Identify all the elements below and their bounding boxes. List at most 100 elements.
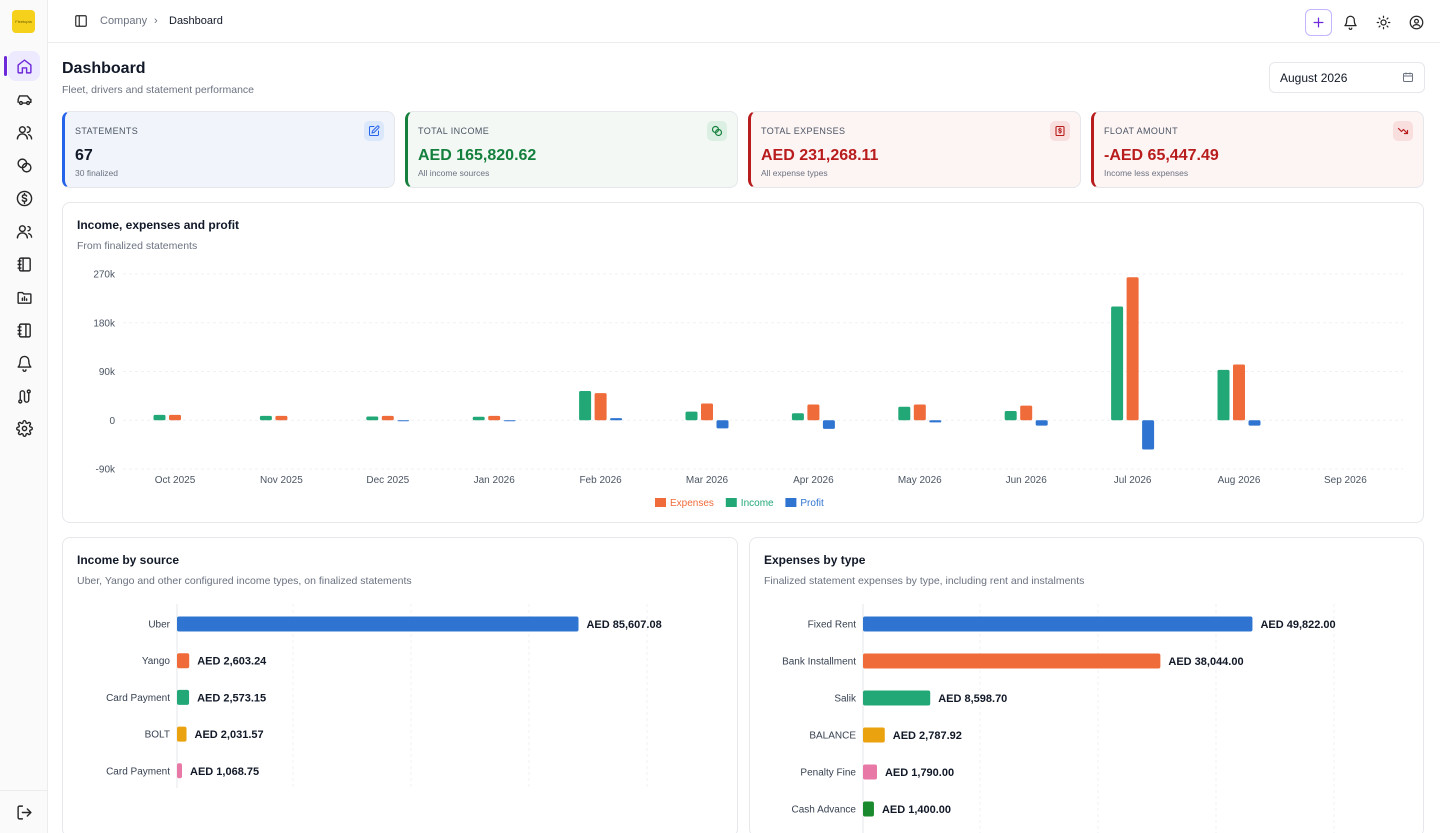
stat-label: FLOAT AMOUNT — [1104, 126, 1178, 136]
bar-income — [685, 411, 698, 421]
category-label: Card Payment — [106, 693, 170, 704]
bar-income — [153, 414, 166, 421]
x-tick-label: Nov 2025 — [260, 475, 303, 486]
receipt-dollar-icon — [1055, 125, 1065, 137]
breadcrumb-company[interactable]: Company — [100, 15, 148, 27]
bar-profit — [1035, 420, 1048, 426]
expenses-by-type-chart: Fixed Rent AED 49,822.00 Bank Installment A… — [782, 604, 1336, 833]
bar — [863, 653, 1161, 669]
sidebar-item-income[interactable] — [8, 150, 40, 180]
logo-text: Fleetopia — [15, 19, 32, 24]
y-tick-label: -90k — [96, 465, 116, 476]
bar — [863, 690, 931, 706]
sidebar-item-ledger[interactable] — [8, 315, 40, 345]
income-by-source-chart: Uber AED 85,607.08 Yango AED 2,603.24 Card P… — [106, 604, 662, 788]
stat-icon-badge — [1393, 121, 1413, 141]
y-tick-label: 90k — [99, 367, 116, 378]
page-title: Dashboard — [62, 60, 146, 77]
y-tick-label: 180k — [93, 318, 116, 329]
value-label: AED 1,400.00 — [882, 804, 951, 816]
x-tick-label: Sep 2026 — [1324, 475, 1367, 486]
category-label: Yango — [142, 656, 171, 667]
bar-income — [472, 416, 485, 421]
sidebar-item-notifications[interactable] — [8, 348, 40, 378]
stat-card-float-amount: FLOAT AMOUNT -AED 65,447.49 Income less … — [1091, 111, 1424, 188]
panel-title: Income, expenses and profit — [77, 218, 240, 232]
value-label: AED 49,822.00 — [1260, 619, 1335, 631]
x-tick-label: May 2026 — [898, 475, 942, 486]
category-label: Penalty Fine — [800, 768, 856, 779]
bell-icon — [16, 355, 32, 372]
panel-subtitle: From finalized statements — [77, 240, 198, 252]
value-label: AED 2,787.92 — [893, 730, 962, 742]
legend-label: Expenses — [670, 498, 714, 509]
bar-expenses — [1233, 364, 1245, 421]
page-subtitle: Fleet, drivers and statement performance — [62, 84, 255, 96]
bar-income — [1111, 306, 1124, 421]
bar-income — [1004, 411, 1017, 421]
car-icon — [16, 94, 32, 105]
bar — [863, 616, 1253, 632]
stat-card-total-income: TOTAL INCOME AED 165,820.62 All income s… — [405, 111, 738, 188]
bar-expenses — [1126, 277, 1139, 421]
bar-income — [366, 416, 379, 421]
value-label: AED 2,031.57 — [195, 729, 264, 741]
stat-value: AED 165,820.62 — [418, 147, 537, 164]
x-tick-label: Feb 2026 — [579, 475, 622, 486]
calendar-icon — [1403, 72, 1413, 82]
settings-icon — [15, 419, 33, 437]
sidebar-item-vehicles[interactable] — [8, 84, 40, 114]
value-label: AED 38,044.00 — [1168, 656, 1243, 668]
sidebar-item-settings[interactable] — [8, 413, 40, 443]
bar — [177, 763, 183, 779]
legend-swatch — [785, 498, 797, 507]
bar-profit — [716, 420, 729, 429]
app-logo[interactable]: Fleetopia — [12, 10, 35, 33]
bar-income — [791, 413, 804, 421]
category-label: Card Payment — [106, 766, 170, 777]
value-label: AED 1,790.00 — [885, 767, 954, 779]
logout-button[interactable] — [8, 797, 40, 827]
bar-expenses — [1020, 405, 1033, 421]
account-button[interactable] — [1403, 9, 1430, 36]
x-tick-label: Aug 2026 — [1218, 475, 1261, 486]
theme-toggle-button[interactable] — [1370, 9, 1397, 36]
x-tick-label: Apr 2026 — [793, 475, 834, 486]
category-label: Cash Advance — [792, 805, 857, 816]
add-button[interactable] — [1305, 9, 1332, 36]
user-circle-icon — [1409, 15, 1424, 30]
x-tick-label: Jul 2026 — [1114, 475, 1152, 486]
bar-income — [1217, 369, 1230, 421]
bar-expenses — [807, 404, 820, 421]
bar-income — [898, 406, 911, 421]
plus-icon — [1313, 17, 1324, 28]
y-tick-label: 270k — [93, 270, 116, 281]
coins-icon — [16, 157, 32, 173]
notifications-button[interactable] — [1337, 9, 1364, 36]
sidebar-item-routes[interactable] — [8, 381, 40, 411]
month-picker[interactable]: August 2026 — [1269, 62, 1425, 93]
sidebar-item-drivers[interactable] — [8, 117, 40, 147]
legend-swatch — [655, 498, 666, 507]
notebook-icon — [16, 256, 31, 272]
topbar: Company › Dashboard — [48, 0, 1440, 43]
bar — [177, 726, 187, 742]
route-icon — [17, 388, 31, 404]
sidebar-item-reports[interactable] — [8, 282, 40, 312]
breadcrumb-separator: › — [154, 15, 158, 27]
sidebar-toggle-icon[interactable] — [74, 14, 88, 28]
sidebar-item-finance[interactable] — [8, 183, 40, 213]
folder-chart-icon — [16, 291, 32, 304]
sidebar-item-users[interactable] — [8, 216, 40, 246]
sidebar-item-home[interactable] — [8, 51, 40, 81]
stat-sub: All expense types — [761, 168, 828, 178]
value-label: AED 85,607.08 — [586, 619, 661, 631]
home-icon — [16, 58, 32, 74]
bar-profit — [1248, 420, 1261, 426]
book-icon — [16, 322, 31, 338]
sidebar-item-statements[interactable] — [8, 249, 40, 279]
bell-icon — [1344, 15, 1357, 30]
edit-icon — [369, 125, 380, 136]
bar-profit — [1142, 420, 1155, 450]
stat-sub: Income less expenses — [1104, 168, 1189, 178]
